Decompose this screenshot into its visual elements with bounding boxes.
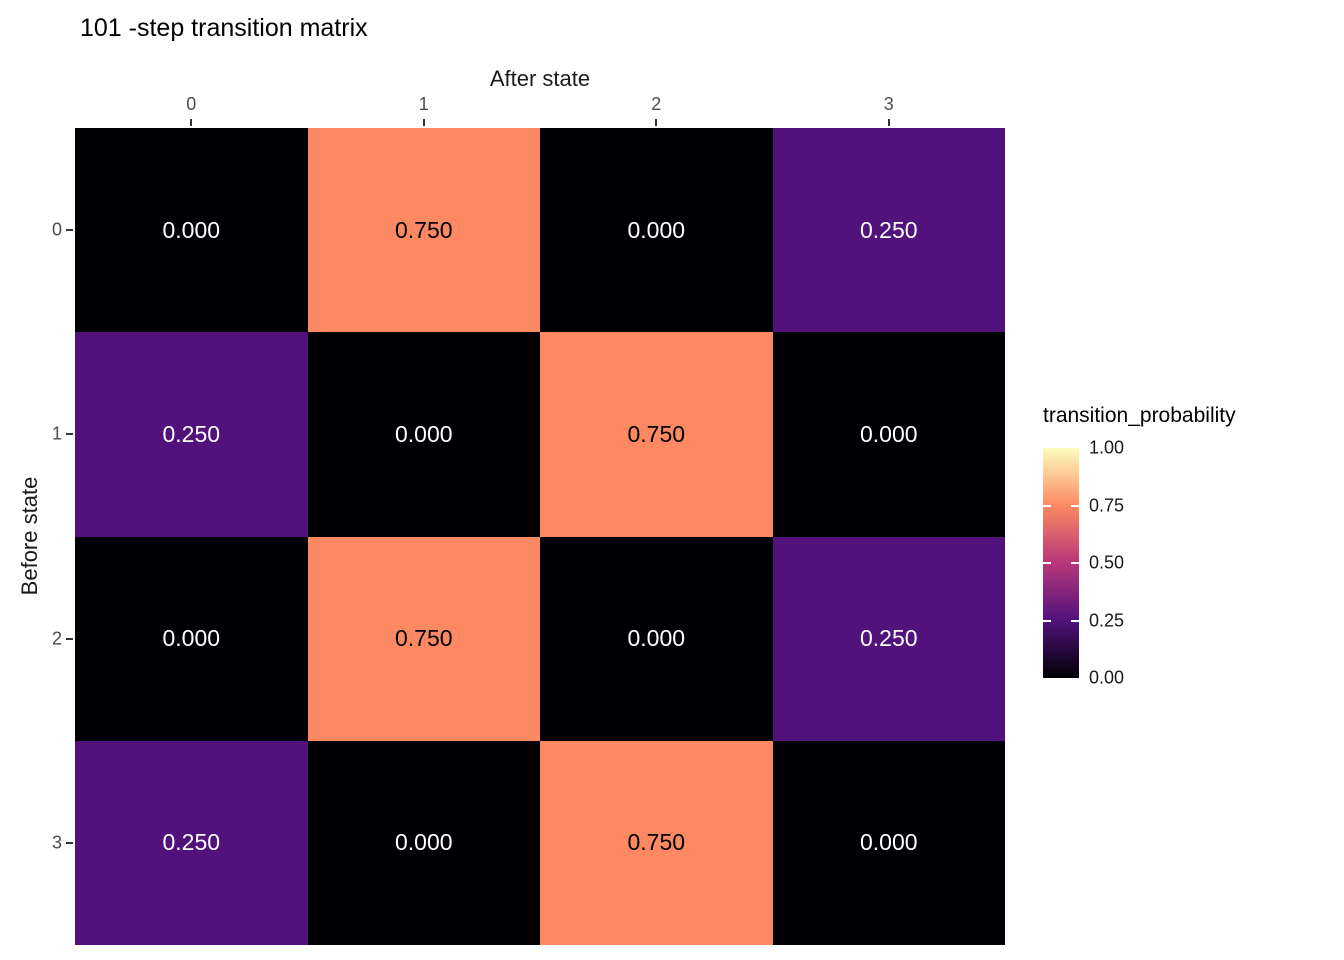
colorbar-tick-mark [1043, 562, 1051, 564]
legend-tick-label: 0.25 [1089, 610, 1125, 630]
heatmap-cell: 0.000 [540, 128, 773, 333]
chart-title: 101 -step transition matrix [80, 14, 368, 42]
heatmap-cell: 0.250 [75, 740, 308, 945]
cell-value-label: 0.000 [162, 216, 221, 243]
heatmap-cell: 0.000 [75, 536, 308, 741]
y-tick-mark [66, 841, 73, 844]
x-tick-mark [422, 119, 425, 126]
x-axis-title: After state [489, 66, 591, 91]
colorbar-tick-mark [1071, 504, 1079, 507]
heatmap-cell: 0.000 [772, 332, 1005, 537]
heatmap-cell: 0.000 [540, 536, 773, 741]
x-tick-mark [887, 119, 890, 126]
heatmap-grid: 0.000 0.750 0.000 0.250 0.250 0.000 0.750 0.000… [75, 128, 1005, 945]
cell-value-label: 0.000 [394, 829, 453, 856]
heatmap-cell: 0.000 [307, 332, 540, 537]
legend-title: transition_probability [1043, 404, 1236, 427]
cell-value-label: 0.250 [162, 829, 221, 856]
y-tick-mark [66, 637, 73, 640]
cell-value-label: 0.250 [859, 625, 918, 652]
y-tick-label: 0 [51, 219, 62, 240]
cell-value-label: 0.250 [859, 216, 918, 243]
legend-tick-label: 1.00 [1089, 437, 1125, 458]
x-tick-label: 0 [186, 94, 197, 114]
y-tick-label: 3 [51, 832, 62, 853]
x-tick-label: 2 [651, 94, 662, 114]
cell-value-label: 0.750 [394, 216, 453, 243]
heatmap-cell: 0.000 [75, 128, 308, 333]
x-tick-label: 1 [418, 94, 429, 114]
colorbar-tick-mark [1043, 619, 1051, 622]
cell-value-label: 0.750 [394, 625, 453, 652]
heatmap-cell: 0.750 [307, 536, 540, 741]
heatmap-cell: 0.000 [772, 740, 1005, 945]
cell-value-label: 0.250 [162, 420, 221, 447]
y-tick-mark [66, 229, 73, 232]
colorbar-tick-mark [1071, 619, 1079, 622]
cell-value-label: 0.000 [394, 420, 453, 447]
heatmap-cell: 0.250 [75, 332, 308, 537]
legend-tick-label: 0.00 [1089, 667, 1125, 688]
heatmap-cell: 0.750 [540, 332, 773, 537]
heatmap-cell: 0.000 [307, 740, 540, 945]
y-axis-title: Before state [17, 476, 42, 596]
cell-value-label: 0.000 [859, 829, 918, 856]
cell-value-label: 0.000 [627, 216, 686, 243]
cell-value-label: 0.750 [627, 420, 686, 447]
x-tick-mark [655, 119, 658, 126]
y-tick-label: 1 [51, 423, 62, 444]
cell-value-label: 0.000 [627, 625, 686, 652]
colorbar-tick-mark [1071, 562, 1079, 564]
colorbar-tick-mark [1043, 504, 1051, 507]
cell-value-label: 0.000 [162, 625, 221, 652]
x-tick-mark [190, 119, 193, 126]
x-tick-label: 3 [883, 94, 894, 114]
legend-tick-label: 0.75 [1089, 495, 1125, 515]
heatmap-cell: 0.750 [307, 128, 540, 333]
y-tick-label: 2 [51, 628, 62, 649]
heatmap-cell: 0.250 [772, 128, 1005, 333]
cell-value-label: 0.750 [627, 829, 686, 856]
cell-value-label: 0.000 [859, 420, 918, 447]
heatmap-cell: 0.750 [540, 740, 773, 945]
y-tick-mark [66, 433, 73, 436]
heatmap-cell: 0.250 [772, 536, 1005, 741]
legend-tick-label: 0.50 [1089, 552, 1125, 573]
